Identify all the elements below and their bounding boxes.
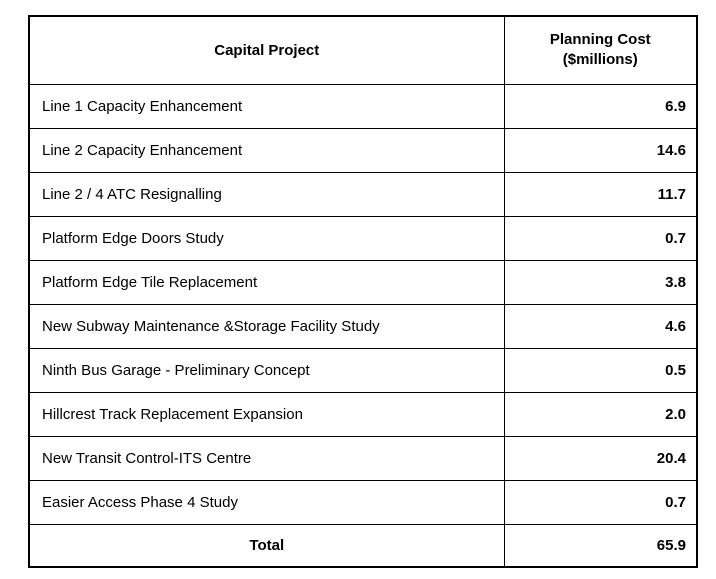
cost-cell: 0.7 <box>503 479 698 525</box>
project-cell: Easier Access Phase 4 Study <box>28 479 505 525</box>
table-row: Platform Edge Tile Replacement 3.8 <box>28 259 698 305</box>
project-cell: Line 2 / 4 ATC Resignalling <box>28 171 505 217</box>
project-cell: Hillcrest Track Replacement Expansion <box>28 391 505 437</box>
cost-cell: 6.9 <box>503 83 698 129</box>
table-total-row: Total 65.9 <box>28 523 698 568</box>
table-row: Platform Edge Doors Study 0.7 <box>28 215 698 261</box>
table-row: New Transit Control-ITS Centre 20.4 <box>28 435 698 481</box>
table-row: Ninth Bus Garage - Preliminary Concept 0… <box>28 347 698 393</box>
cost-cell: 0.5 <box>503 347 698 393</box>
cost-cell: 4.6 <box>503 303 698 349</box>
table-row: Line 2 / 4 ATC Resignalling 11.7 <box>28 171 698 217</box>
cost-cell: 14.6 <box>503 127 698 173</box>
table-row: Line 1 Capacity Enhancement 6.9 <box>28 83 698 129</box>
cost-cell: 0.7 <box>503 215 698 261</box>
project-cell: Line 1 Capacity Enhancement <box>28 83 505 129</box>
project-cell: Line 2 Capacity Enhancement <box>28 127 505 173</box>
project-cell: Ninth Bus Garage - Preliminary Concept <box>28 347 505 393</box>
table-header-row: Capital Project Planning Cost ($millions… <box>28 15 698 85</box>
header-capital-project: Capital Project <box>28 15 505 85</box>
total-cost-cell: 65.9 <box>503 523 698 568</box>
project-cell: Platform Edge Doors Study <box>28 215 505 261</box>
cost-cell: 3.8 <box>503 259 698 305</box>
cost-cell: 2.0 <box>503 391 698 437</box>
capital-projects-table: Capital Project Planning Cost ($millions… <box>28 15 698 568</box>
cost-cell: 11.7 <box>503 171 698 217</box>
cost-cell: 20.4 <box>503 435 698 481</box>
table-row: Hillcrest Track Replacement Expansion 2.… <box>28 391 698 437</box>
header-planning-cost: Planning Cost ($millions) <box>503 15 698 85</box>
project-cell: New Subway Maintenance &Storage Facility… <box>28 303 505 349</box>
project-cell: Platform Edge Tile Replacement <box>28 259 505 305</box>
table-row: Easier Access Phase 4 Study 0.7 <box>28 479 698 525</box>
table-row: New Subway Maintenance &Storage Facility… <box>28 303 698 349</box>
table-row: Line 2 Capacity Enhancement 14.6 <box>28 127 698 173</box>
project-cell: New Transit Control-ITS Centre <box>28 435 505 481</box>
total-label-cell: Total <box>28 523 505 568</box>
